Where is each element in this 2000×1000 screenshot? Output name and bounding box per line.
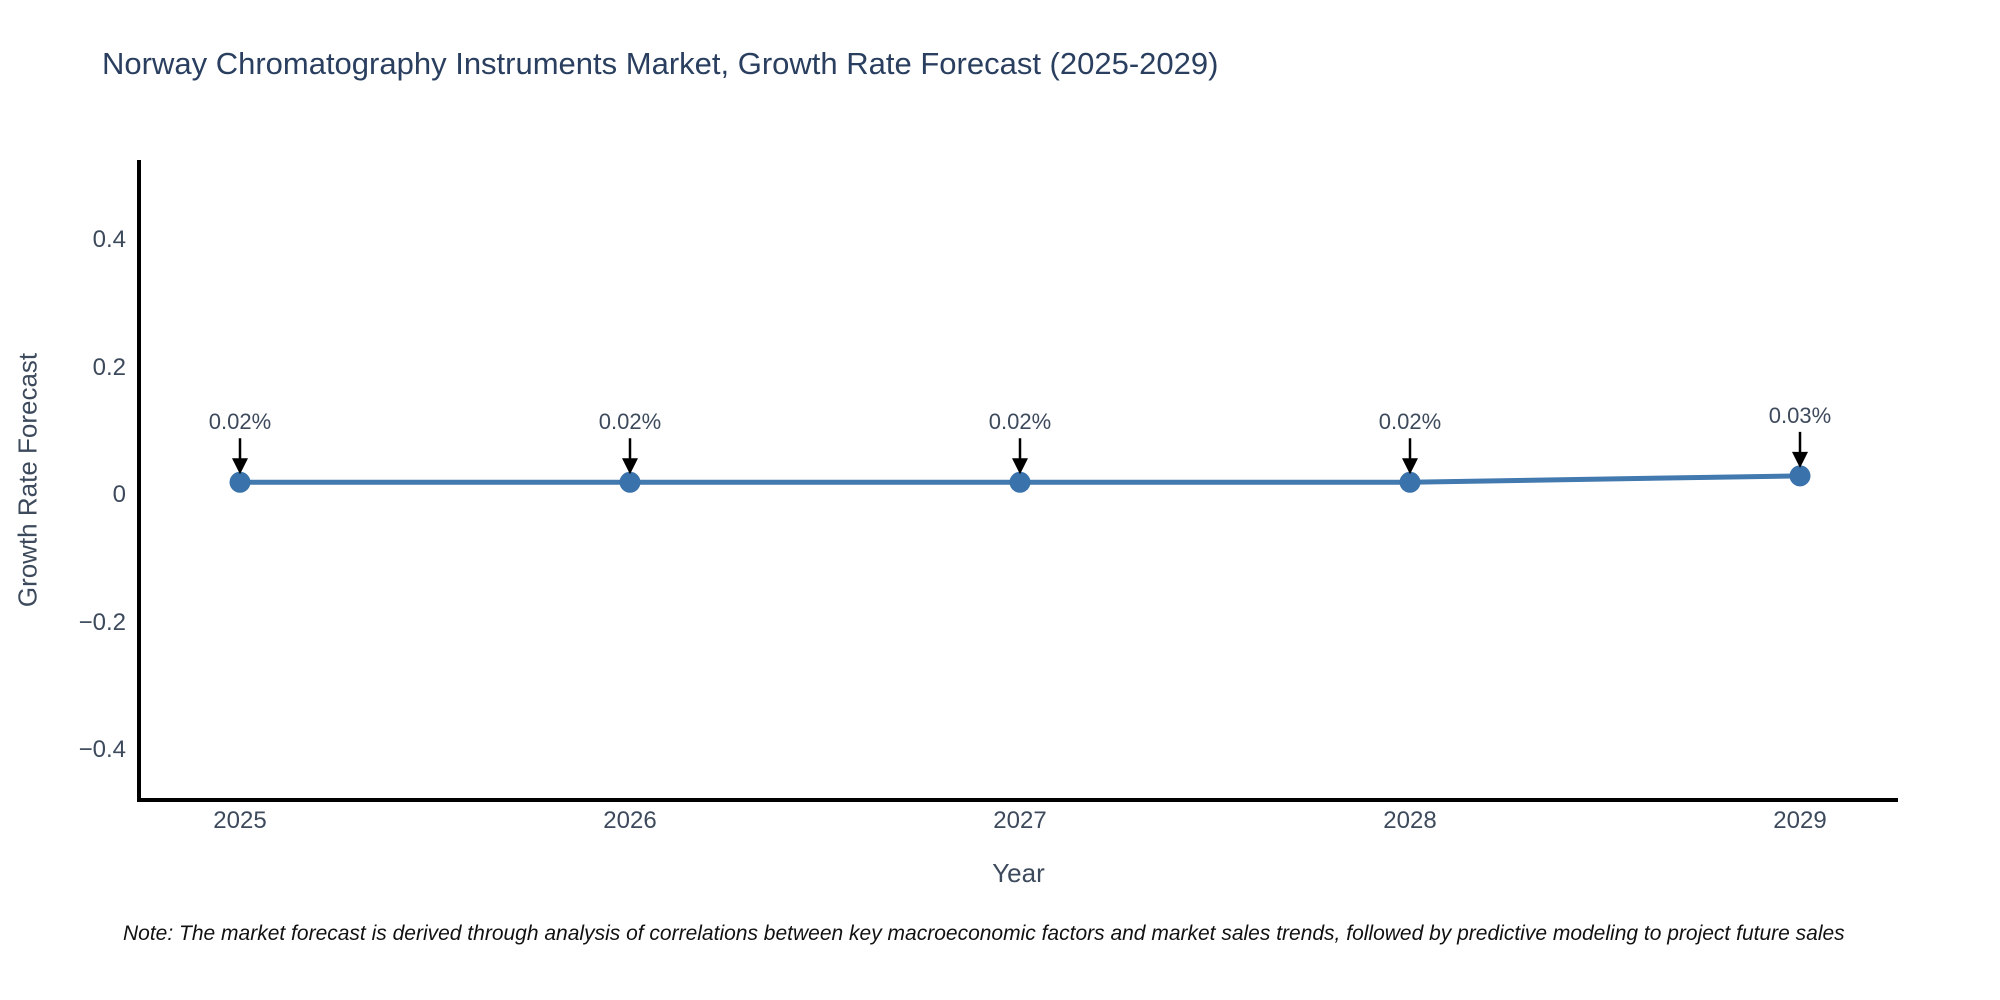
data-point-marker [1399,471,1421,493]
data-point-marker [1009,471,1031,493]
x-axis-title: Year [992,858,1045,888]
y-tick-label: 0 [112,481,126,508]
x-tick-label: 2027 [993,807,1047,834]
data-point-marker [619,471,641,493]
data-point-marker [1789,465,1811,487]
point-value-label: 0.02% [988,409,1052,435]
x-tick-label: 2029 [1773,807,1827,834]
annotation-arrow-head [622,458,638,475]
chart-title: Norway Chromatography Instruments Market… [102,46,1219,81]
y-axis-title: Growth Rate Forecast [12,352,43,608]
annotation-arrow-head [1792,451,1808,468]
y-tick-label: −0.2 [78,608,126,636]
annotation-arrow-head [1012,458,1028,475]
annotation-arrow-head [232,458,248,475]
point-value-label: 0.03% [1768,402,1832,428]
data-point-marker [229,471,251,493]
point-value-label: 0.02% [1378,409,1442,435]
y-tick-label: 0.2 [92,353,126,381]
x-tick-label: 2025 [213,807,267,834]
point-value-label: 0.02% [208,409,272,435]
x-tick-label: 2028 [1383,807,1437,834]
point-value-label: 0.02% [598,409,662,435]
footnote: Note: The market forecast is derived thr… [123,922,1845,945]
y-tick-label: 0.4 [92,226,126,253]
y-tick-label: −0.4 [78,736,126,763]
x-tick-label: 2026 [603,807,657,834]
annotation-arrow-head [1402,458,1418,475]
